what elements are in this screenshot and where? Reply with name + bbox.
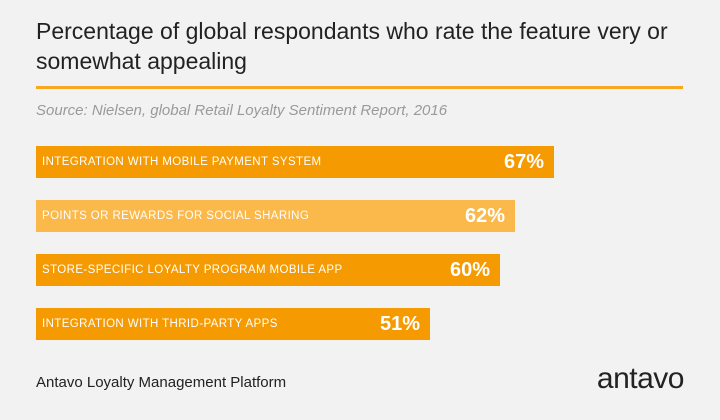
footer-text: Antavo Loyalty Management Platform xyxy=(36,374,287,391)
bar-label: STORE-SPECIFIC LOYALTY PROGRAM MOBILE AP… xyxy=(42,264,343,276)
bar-label: POINTS OR REWARDS FOR SOCIAL SHARING xyxy=(42,210,310,222)
bar: STORE-SPECIFIC LOYALTY PROGRAM MOBILE AP… xyxy=(36,254,500,286)
bar-value-label: 67% xyxy=(503,150,544,173)
bar-value-label: 60% xyxy=(449,258,490,281)
bar-label: INTEGRATION WITH THRID-PARTY APPS xyxy=(42,318,278,330)
antavo-logo: antavo xyxy=(596,362,685,396)
title-divider xyxy=(36,86,683,89)
bar-value-label: 62% xyxy=(464,204,505,227)
chart-title: Percentage of global respondants who rat… xyxy=(36,18,668,74)
bar-chart: INTEGRATION WITH MOBILE PAYMENT SYSTEM 67… xyxy=(36,146,683,346)
bar-label: INTEGRATION WITH MOBILE PAYMENT SYSTEM xyxy=(42,156,322,168)
logo-text: antavo xyxy=(596,362,685,395)
bar: INTEGRATION WITH THRID-PARTY APPS 51% xyxy=(36,308,430,340)
source-note: Source: Nielsen, global Retail Loyalty S… xyxy=(36,102,448,119)
bar-value-label: 51% xyxy=(379,312,420,335)
bar: POINTS OR REWARDS FOR SOCIAL SHARING 62% xyxy=(36,200,515,232)
bar: INTEGRATION WITH MOBILE PAYMENT SYSTEM 67… xyxy=(36,146,554,178)
